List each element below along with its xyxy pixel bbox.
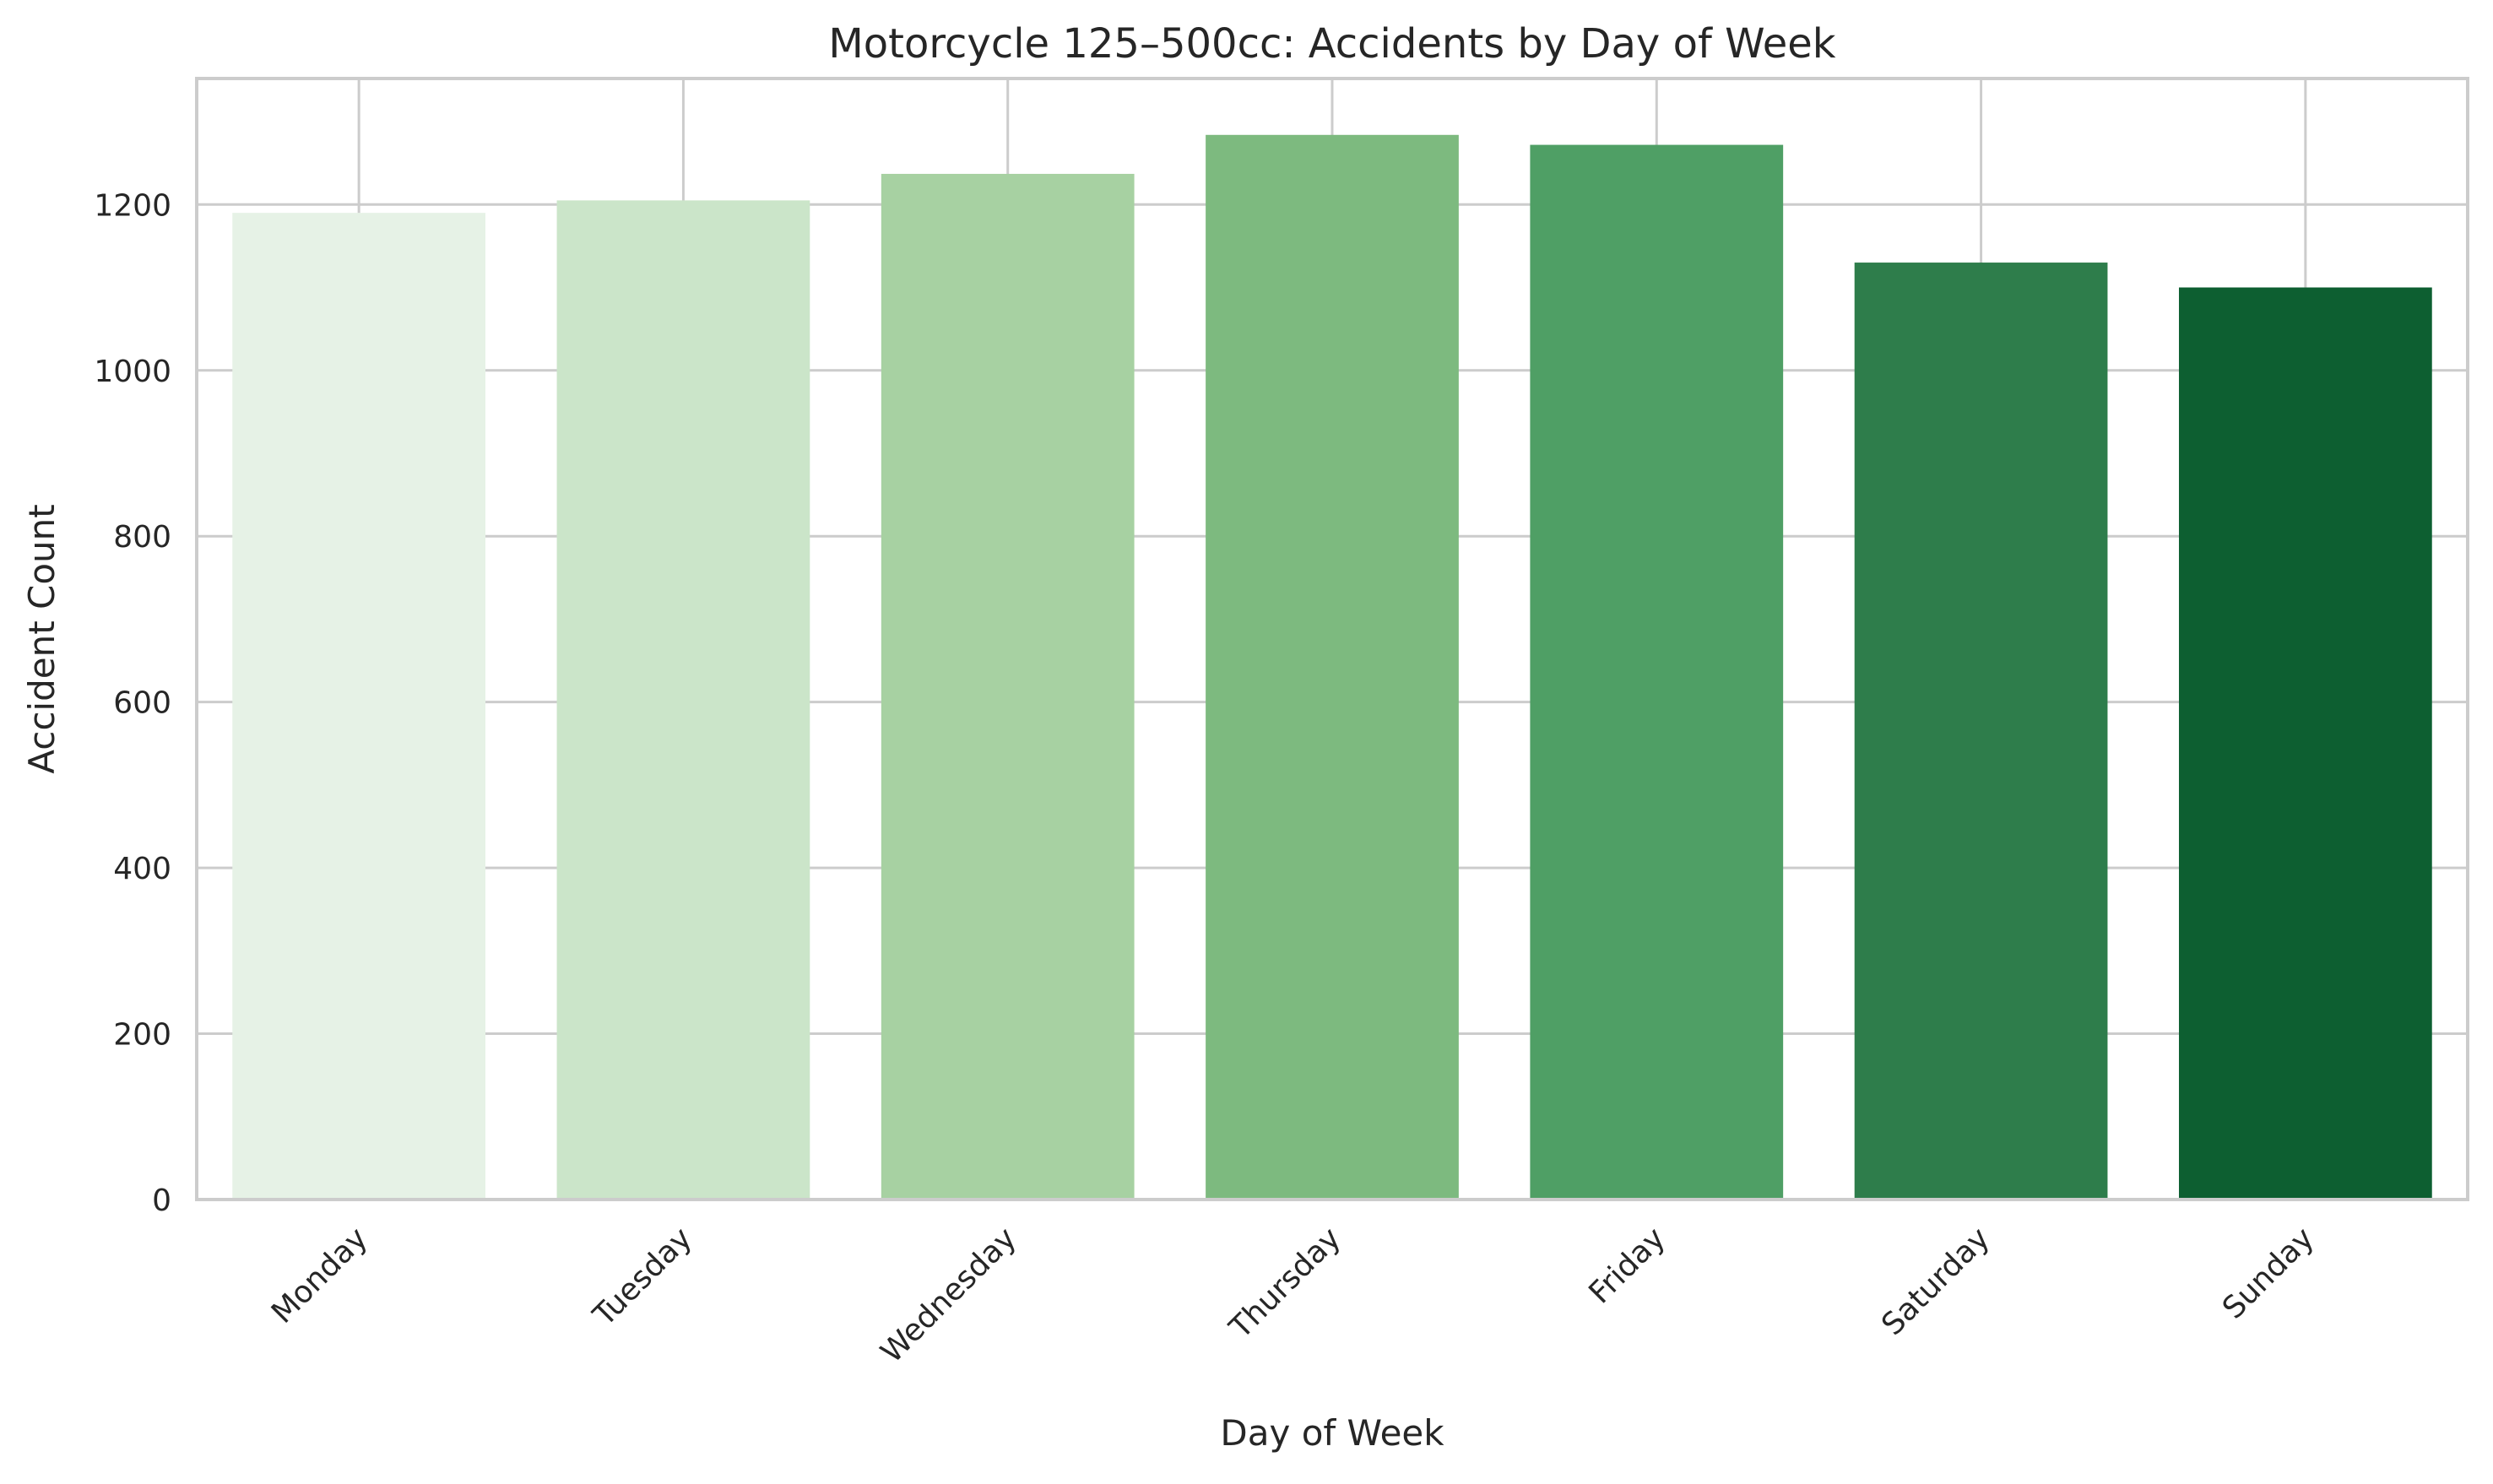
y-tick-label: 1000 <box>94 355 171 389</box>
x-axis-label: Day of Week <box>1220 1412 1444 1454</box>
y-tick-label: 200 <box>113 1018 171 1053</box>
bar-thursday <box>1206 134 1459 1200</box>
bar-tuesday <box>556 200 810 1200</box>
y-tick-label: 1200 <box>94 188 171 223</box>
bar-wednesday <box>881 173 1135 1200</box>
bar-friday <box>1530 144 1784 1200</box>
chart-title: Motorcycle 125–500cc: Accidents by Day o… <box>828 20 1835 68</box>
y-tick-label: 600 <box>113 686 171 721</box>
y-tick-label: 400 <box>113 852 171 886</box>
bar-sunday <box>2178 287 2432 1200</box>
bars <box>232 134 2432 1200</box>
bar-saturday <box>1854 263 2108 1200</box>
y-tick-label: 800 <box>113 520 171 555</box>
y-tick-labels: 0 200 400 600 800 1000 1200 <box>94 188 171 1218</box>
bar-monday <box>232 213 486 1200</box>
plot-frame <box>195 77 2469 1201</box>
y-tick-label: 0 <box>152 1183 171 1218</box>
y-axis-label: Accident Count <box>21 504 62 774</box>
